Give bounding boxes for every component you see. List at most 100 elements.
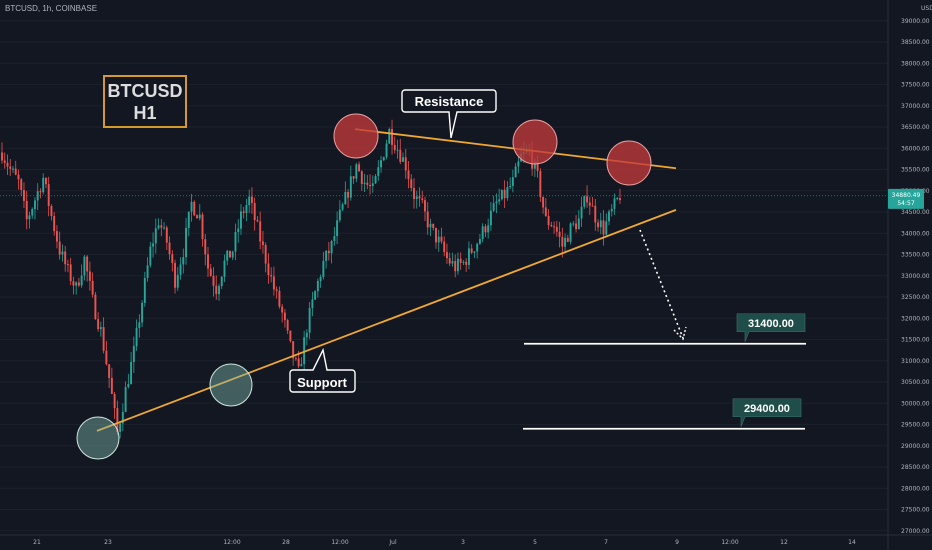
support-touch-circle	[209, 363, 253, 407]
candle-body	[196, 215, 198, 219]
candle-body	[594, 205, 597, 223]
candle-body	[503, 189, 506, 199]
candle-body	[388, 128, 391, 144]
candle-body	[146, 265, 149, 279]
candle-body	[47, 184, 50, 207]
candle-body	[105, 350, 108, 365]
candle-body	[305, 332, 308, 338]
candle-body	[421, 198, 424, 201]
price-tick-label: 30000.00	[901, 400, 930, 407]
target-level-label: 29400.00	[744, 403, 790, 415]
candle-body	[20, 179, 23, 191]
candle-body	[410, 179, 413, 189]
candle-body	[437, 236, 440, 243]
candle-body	[613, 198, 616, 209]
candle-body	[143, 278, 146, 303]
time-tick-label: 3	[461, 539, 465, 546]
candle-body	[363, 182, 366, 184]
price-tick-label: 39000.00	[901, 18, 930, 25]
candle-body	[97, 319, 100, 330]
candle-body	[80, 275, 83, 286]
candle-body	[102, 327, 105, 351]
time-tick-label: 7	[604, 539, 608, 546]
candle-body	[608, 211, 610, 222]
candle-body	[314, 291, 317, 300]
candle-body	[165, 227, 168, 243]
price-tick-label: 34000.00	[901, 230, 930, 237]
candle-body	[267, 263, 270, 276]
title-symbol: BTCUSD	[107, 81, 183, 101]
price-tick-label: 29000.00	[901, 443, 930, 450]
candle-body	[517, 161, 520, 167]
candle-body	[193, 201, 196, 216]
candle-body	[487, 225, 490, 233]
candle-body	[9, 166, 12, 169]
candle-body	[17, 174, 20, 180]
candle-body	[171, 254, 174, 264]
candle-body	[66, 264, 69, 266]
candle-body	[341, 204, 344, 210]
candle-body	[569, 223, 572, 242]
candle-body	[542, 197, 545, 208]
candle-body	[336, 220, 339, 237]
time-tick-label: 23	[104, 539, 112, 546]
candle-body	[185, 227, 187, 258]
candle-body	[432, 223, 435, 228]
countdown-label: 54:57	[897, 200, 914, 207]
candle-body	[61, 251, 64, 255]
price-tick-label: 37000.00	[901, 103, 930, 110]
candle-body	[352, 176, 355, 179]
candle-body	[349, 176, 352, 198]
candle-body	[492, 203, 495, 211]
candle-body	[454, 261, 457, 272]
candle-body	[358, 164, 361, 172]
candle-body	[393, 144, 396, 150]
price-tick-label: 28000.00	[901, 485, 930, 492]
projection-arrowhead	[673, 326, 687, 341]
candle-body	[31, 209, 34, 216]
price-tick-label: 36000.00	[901, 145, 930, 152]
candle-body	[580, 206, 583, 219]
candle-body	[64, 251, 67, 265]
time-tick-label: 12:00	[721, 539, 738, 546]
candle-body	[12, 168, 14, 170]
candle-body	[264, 244, 267, 264]
candle-body	[355, 164, 358, 179]
candle-body	[36, 191, 39, 201]
candle-body	[555, 226, 558, 232]
price-tick-label: 36500.00	[901, 124, 930, 131]
title-box: BTCUSD H1	[103, 75, 187, 128]
candle-body	[377, 167, 380, 176]
candle-body	[91, 280, 94, 295]
resistance-touch-circle	[333, 113, 379, 159]
candle-body	[462, 261, 465, 263]
candle-body	[231, 251, 234, 258]
target-level-tag	[732, 398, 802, 427]
candle-body	[83, 256, 86, 276]
candle-body	[619, 198, 621, 201]
candle-body	[467, 248, 470, 265]
candle-body	[256, 220, 259, 222]
candle-body	[566, 237, 569, 242]
price-tick-label: 30500.00	[901, 379, 930, 386]
candle-body	[201, 214, 204, 240]
candle-body	[130, 361, 133, 385]
candle-body	[484, 226, 487, 233]
candle-body	[245, 205, 248, 214]
candle-body	[157, 225, 160, 229]
time-tick-label: 12:00	[331, 539, 348, 546]
candle-body	[283, 312, 286, 321]
candle-body	[338, 209, 341, 221]
time-tick-label: 12:00	[223, 539, 240, 546]
candle-body	[553, 226, 556, 228]
price-tick-label: 32500.00	[901, 294, 930, 301]
candle-body	[366, 182, 369, 185]
candle-body	[124, 387, 127, 412]
candle-body	[28, 215, 31, 220]
candle-body	[616, 198, 619, 200]
candle-body	[218, 286, 220, 295]
candle-body	[259, 221, 262, 242]
candle-body	[473, 251, 476, 253]
candle-body	[418, 196, 421, 199]
